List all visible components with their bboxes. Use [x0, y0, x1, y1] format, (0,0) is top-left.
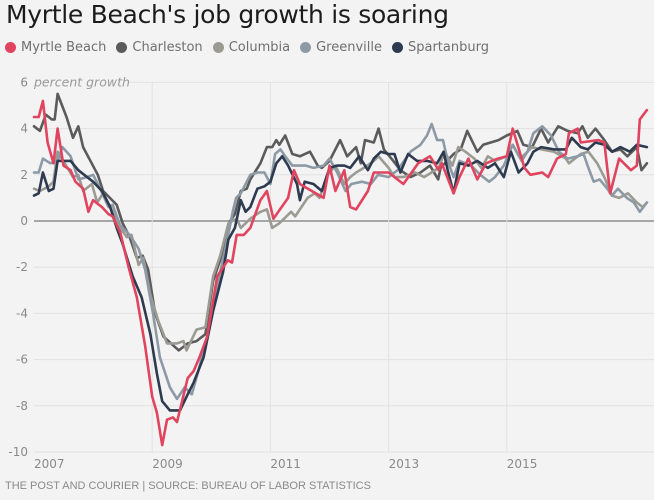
- y-tick-label: -10: [8, 445, 28, 459]
- y-tick-label: 4: [20, 122, 28, 136]
- y-axis-label: percent growth: [33, 74, 130, 89]
- legend-label: Charleston: [132, 40, 203, 55]
- x-tick-label: 2015: [507, 457, 538, 471]
- x-tick-label: 2011: [270, 457, 301, 471]
- legend-label: Greenville: [316, 40, 382, 55]
- x-tick-label: 2007: [34, 457, 65, 471]
- series-line-myrtle-beach: [32, 99, 649, 447]
- source-credit: THE POST AND COURIER | SOURCE: BUREAU OF…: [5, 480, 371, 492]
- legend-dot: [391, 42, 403, 53]
- y-tick-label: -6: [16, 353, 28, 367]
- y-tick-label: -4: [16, 306, 28, 320]
- legend-label: Myrtle Beach: [21, 40, 107, 55]
- series-line-columbia: [32, 143, 649, 352]
- legend-item-columbia: Columbia: [212, 40, 291, 55]
- y-tick-label: -8: [16, 399, 28, 413]
- series-lines: [32, 92, 649, 447]
- legend-label: Spartanburg: [407, 40, 489, 55]
- y-tick-label: -2: [16, 260, 28, 274]
- legend-dot: [300, 42, 312, 53]
- legend-item-spartanburg: Spartanburg: [391, 40, 489, 55]
- x-tick-label: 2009: [152, 457, 183, 471]
- legend: Myrtle Beach Charleston Columbia Greenvi…: [5, 40, 489, 55]
- legend-item-greenville: Greenville: [300, 40, 382, 55]
- legend-item-charleston: Charleston: [116, 40, 203, 55]
- axis-labels: 6 4 2 0 -2 -4 -6 -8 -10 percent growth 2007 2009 201…: [8, 74, 537, 471]
- y-tick-label: 0: [20, 214, 28, 228]
- x-tick-label: 2013: [389, 457, 420, 471]
- legend-label: Columbia: [228, 40, 291, 55]
- legend-dot: [5, 42, 16, 53]
- legend-dot: [212, 42, 224, 53]
- chart-title: Myrtle Beach's job growth is soaring: [6, 0, 449, 29]
- y-tick-label: 6: [20, 75, 28, 89]
- gridlines: [34, 81, 654, 453]
- legend-item-myrtle-beach: Myrtle Beach: [5, 40, 106, 55]
- legend-dot: [116, 42, 128, 53]
- series-line-charleston: [32, 92, 649, 352]
- series-line-greenville: [32, 122, 649, 401]
- y-tick-label: 2: [20, 168, 28, 182]
